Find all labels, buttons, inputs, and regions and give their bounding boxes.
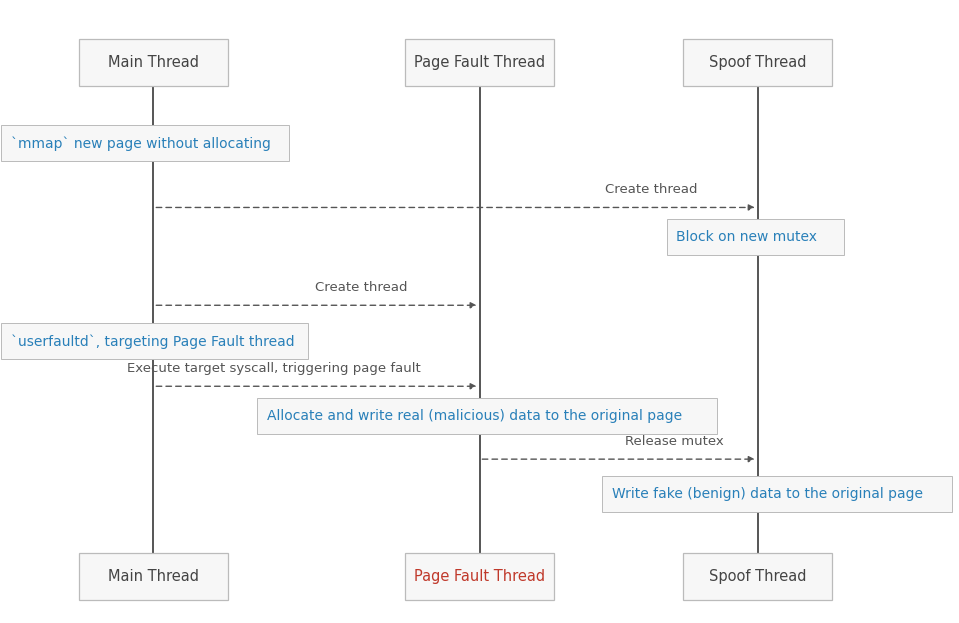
Text: Create thread: Create thread (316, 281, 408, 294)
Text: Spoof Thread: Spoof Thread (709, 55, 807, 70)
Text: Page Fault Thread: Page Fault Thread (414, 569, 545, 584)
Text: Block on new mutex: Block on new mutex (676, 230, 817, 244)
Text: Main Thread: Main Thread (108, 55, 199, 70)
FancyBboxPatch shape (667, 219, 844, 255)
FancyBboxPatch shape (1, 323, 308, 359)
FancyBboxPatch shape (79, 39, 228, 86)
FancyBboxPatch shape (683, 553, 832, 599)
Text: Spoof Thread: Spoof Thread (709, 569, 807, 584)
FancyBboxPatch shape (257, 398, 717, 434)
FancyBboxPatch shape (406, 39, 554, 86)
Text: Release mutex: Release mutex (625, 435, 724, 448)
FancyBboxPatch shape (406, 553, 554, 599)
FancyBboxPatch shape (683, 39, 832, 86)
FancyBboxPatch shape (1, 125, 289, 161)
Text: Main Thread: Main Thread (108, 569, 199, 584)
FancyBboxPatch shape (79, 553, 228, 599)
FancyBboxPatch shape (602, 476, 952, 512)
Text: Allocate and write real (malicious) data to the original page: Allocate and write real (malicious) data… (267, 409, 682, 423)
Text: `mmap` new page without allocating: `mmap` new page without allocating (11, 136, 270, 151)
Text: `userfaultd`, targeting Page Fault thread: `userfaultd`, targeting Page Fault threa… (11, 334, 294, 349)
Text: Write fake (benign) data to the original page: Write fake (benign) data to the original… (612, 487, 923, 501)
Text: Create thread: Create thread (605, 183, 697, 196)
Text: Page Fault Thread: Page Fault Thread (414, 55, 545, 70)
Text: Execute target syscall, triggering page fault: Execute target syscall, triggering page … (127, 362, 421, 375)
